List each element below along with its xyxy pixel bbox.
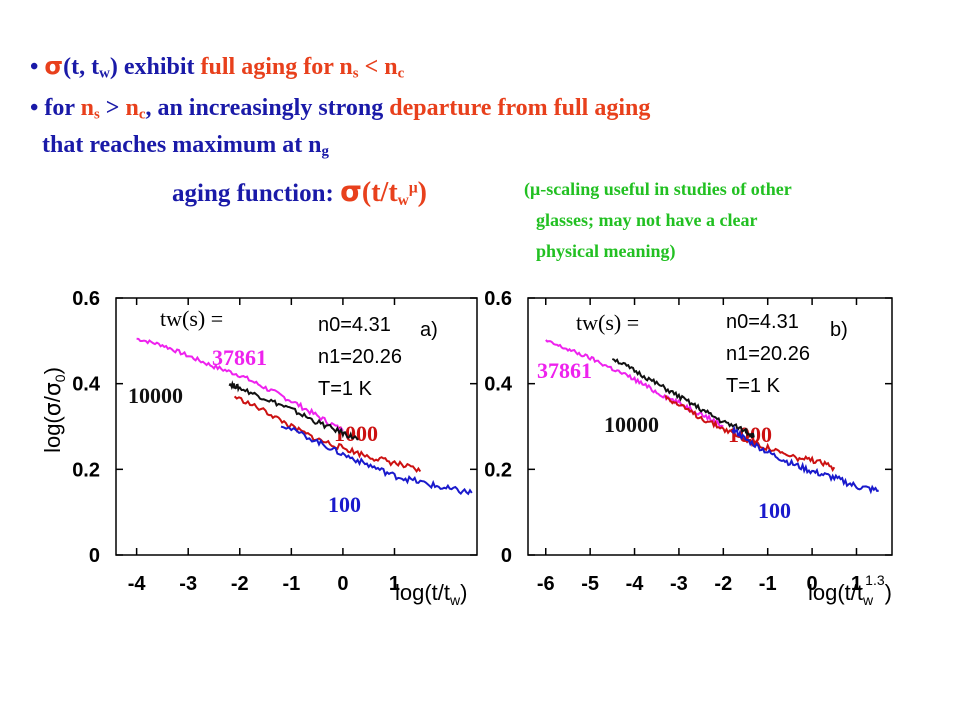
mu-scaling-note-1: (μ-scaling useful in studies of other: [524, 179, 792, 199]
mu-scaling-note-3: physical meaning): [536, 241, 676, 261]
panel-b-label-10000: 10000: [604, 412, 659, 437]
mu-scaling-note-2: glasses; may not have a clear: [536, 210, 758, 230]
x-tick-label: -3: [670, 573, 688, 595]
bullet-2-n2: n: [125, 95, 139, 121]
panel-a-label-37861: 37861: [212, 345, 267, 370]
sigma-symbol: σ: [44, 52, 64, 80]
x-tick-label: -2: [714, 573, 732, 595]
bullet-2: • for ns > nc, an increasingly strong de…: [30, 96, 650, 123]
panel-b-param-t: T=1 K: [726, 375, 781, 397]
y-tick-label: 0: [501, 545, 512, 567]
sub-w: w: [397, 191, 409, 209]
bullet-2-continuation: that reaches maximum at ng: [42, 133, 329, 160]
bullet-2-text-a: for: [44, 95, 81, 121]
series-line-a-1000: [233, 395, 422, 474]
x-tick-label: -6: [537, 573, 555, 595]
panel-a-legend-title: tw(s) =: [160, 306, 223, 331]
bullet-2-n1: n: [80, 95, 94, 121]
panel-b-param-n0: n0=4.31: [726, 311, 799, 333]
x-tick-label: -4: [128, 573, 147, 595]
y-tick-label: 0.2: [72, 459, 100, 481]
plot-frame-a: [115, 297, 478, 556]
x-tick-label: -3: [179, 573, 197, 595]
bullet-2-gt: >: [99, 95, 126, 121]
sup-mu: μ: [408, 179, 418, 197]
bullet-2-highlight: departure from full aging: [389, 95, 651, 121]
sub-c: c: [138, 106, 146, 123]
series-line-b-100: [731, 424, 879, 495]
y-tick-label: 0.4: [72, 374, 101, 396]
bullet-1-text-b: ) exhibit: [109, 54, 201, 80]
x-tick-label: 1: [851, 573, 862, 595]
panel-b: log(t/tw1.3) b) n0=4.31 n1=20.26 T=1 K t…: [537, 310, 892, 608]
bullet-2-text-b: , an increasingly strong: [145, 95, 390, 121]
sub-c: c: [397, 65, 405, 82]
y-tick-label: 0: [89, 545, 100, 567]
bullet-dot: •: [30, 95, 39, 121]
panel-b-param-n1: n1=20.26: [726, 343, 810, 365]
sub-w: w: [99, 65, 110, 82]
panel-a-label-100: 100: [328, 492, 361, 517]
sigma-symbol: σ: [340, 175, 362, 208]
panel-a-param-t: T=1 K: [318, 378, 373, 400]
x-tick-label: -5: [581, 573, 599, 595]
y-tick-label: 0.4: [484, 374, 513, 396]
bullet-dot: •: [30, 54, 39, 80]
panel-b-label: b): [830, 319, 848, 341]
panel-b-label-37861: 37861: [537, 358, 592, 383]
bullet-1-text-a: (t, t: [63, 54, 100, 80]
panel-a-label: a): [420, 319, 438, 341]
aging-function: aging function: σ(t/twμ): [172, 175, 427, 209]
panel-a-param-n0: n0=4.31: [318, 314, 391, 336]
plot-area-a: 0.6 0.4 0.2 0 -4 -3 -2 -1 0 1: [72, 288, 478, 595]
aging-close: ): [417, 177, 427, 208]
continuation-text: that reaches maximum at n: [42, 132, 322, 158]
plot-frame-b: [527, 297, 893, 556]
panel-a-label-10000: 10000: [128, 383, 183, 408]
sub-g: g: [321, 143, 329, 160]
aging-function-label: aging function:: [172, 180, 341, 207]
panel-b-legend-title: tw(s) =: [576, 310, 639, 335]
sub-s: s: [352, 65, 359, 82]
panel-a: log(σ/σ0) log(t/tw) a) n0=4.31 n1=20.26 …: [40, 306, 467, 608]
y-tick-label: 0.2: [484, 459, 512, 481]
series-line-a-100: [280, 425, 473, 496]
series-line-a-37861: [136, 337, 344, 433]
x-tick-label: 1: [389, 573, 400, 595]
x-tick-label: 0: [337, 573, 348, 595]
bullet-1-op: < n: [358, 54, 398, 80]
panel-b-label-100: 100: [758, 498, 791, 523]
sub-s: s: [93, 106, 100, 123]
x-tick-label: -1: [759, 573, 777, 595]
aging-open: (t/t: [361, 177, 398, 208]
y-tick-label: 0.6: [484, 288, 512, 310]
x-tick-label: -4: [626, 573, 645, 595]
bullet-1: • σ(t, tw) exhibit full aging for ns < n…: [30, 54, 404, 82]
series-line-a-10000: [228, 380, 359, 441]
panel-a-param-n1: n1=20.26: [318, 346, 402, 368]
panel-a-ylabel: log(σ/σ0): [40, 367, 68, 453]
bullet-1-highlight: full aging for n: [200, 54, 353, 80]
x-tick-label: -1: [282, 573, 300, 595]
series-line-b-10000: [611, 358, 755, 439]
x-tick-label: 0: [807, 573, 818, 595]
plot-area-b: 0.6 0.4 0.2 0 -6 -5 -4 -3 -2 -1 0 1: [484, 288, 893, 595]
x-tick-label: -2: [231, 573, 249, 595]
y-tick-label: 0.6: [72, 288, 100, 310]
panel-a-label-1000: 1000: [334, 421, 378, 446]
panel-a-xlabel: log(t/tw): [395, 580, 467, 608]
